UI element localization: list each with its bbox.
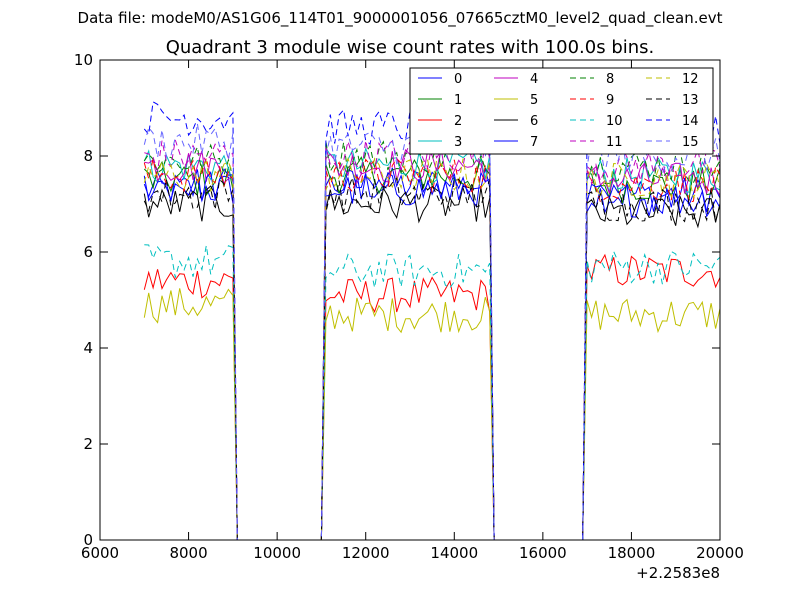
legend-label-1: 1 [454,93,462,108]
legend-label-13: 13 [682,93,699,108]
legend-box [409,67,714,155]
series-layer [143,101,721,541]
x-tick-label: 16000 [519,544,567,562]
series-line-7 [143,168,721,541]
legend-label-10: 10 [606,114,623,129]
legend-label-2: 2 [454,114,462,129]
axis-ticks: 6000 8000 10000 12000 14000 16000 18000 20000 0 2… [74,51,744,562]
y-tick-label: 4 [83,339,93,357]
series-line-2 [143,253,721,541]
series-line-6 [143,185,721,541]
y-tick-label: 0 [83,531,93,549]
x-tick-label: 20000 [696,544,744,562]
legend-label-0: 0 [454,72,462,87]
series-line-8 [143,140,721,541]
legend-label-5: 5 [530,93,538,108]
legend-label-3: 3 [454,135,462,150]
legend-label-9: 9 [606,93,614,108]
y-tick-label: 2 [83,435,93,453]
legend-label-14: 14 [682,114,699,129]
series-line-5 [143,288,721,541]
x-tick-label: 18000 [608,544,656,562]
plot-area-frame [99,59,721,541]
chart-title: Quadrant 3 module wise count rates with … [166,37,655,58]
y-tick-label: 8 [83,147,93,165]
legend-label-11: 11 [606,135,623,150]
series-line-10 [144,244,721,541]
series-line-1 [143,156,721,541]
legend-label-7: 7 [530,135,538,150]
series-line-0 [143,167,721,541]
series-line-12 [143,156,721,541]
y-tick-label: 6 [83,243,93,261]
figure-suptitle: Data file: modeM0/AS1G06_114T01_90000010… [78,9,723,28]
legend-label-4: 4 [530,72,538,87]
x-offset-label: +2.2583e8 [636,564,720,582]
series-line-13 [143,175,721,541]
legend-label-6: 6 [530,114,538,129]
legend-label-8: 8 [606,72,614,87]
x-tick-label: 6000 [81,544,119,562]
x-tick-label: 10000 [253,544,301,562]
x-tick-label: 12000 [342,544,390,562]
y-tick-label: 10 [74,51,93,69]
legend-label-15: 15 [682,135,699,150]
legend-label-12: 12 [682,72,699,87]
x-tick-label: 14000 [430,544,478,562]
x-tick-label: 8000 [169,544,207,562]
series-line-11 [144,139,721,541]
series-line-3 [143,146,721,541]
